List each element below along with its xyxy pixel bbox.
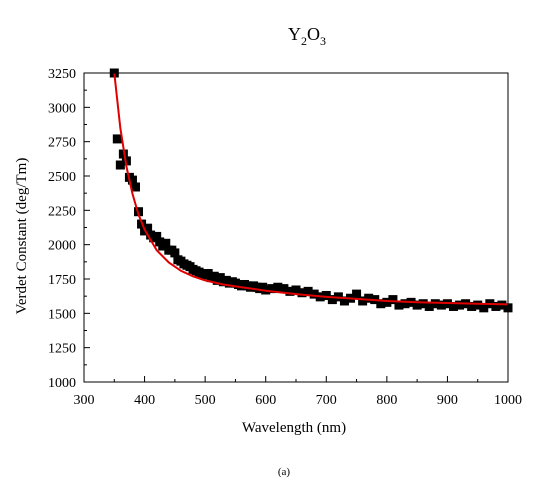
x-tick-label: 500 <box>195 393 216 408</box>
data-point <box>267 284 277 294</box>
x-tick-label: 700 <box>316 393 337 408</box>
data-point <box>321 290 331 300</box>
figure-caption: (a) <box>278 466 291 478</box>
data-point <box>118 149 128 159</box>
x-tick-label: 300 <box>74 393 95 408</box>
x-tick-label: 800 <box>376 393 397 408</box>
y-tick-label: 2250 <box>48 204 76 219</box>
y-axis-label: Verdet Constant (deg/Tm) <box>14 158 30 315</box>
data-point <box>297 288 307 298</box>
data-point <box>388 295 398 305</box>
data-point <box>152 231 162 241</box>
data-point <box>352 289 362 299</box>
y-tick-label: 1500 <box>48 307 76 322</box>
y-tick-label: 3000 <box>48 101 76 116</box>
fit-curve <box>113 72 509 306</box>
x-tick-label: 600 <box>255 393 276 408</box>
y-axis: 1000 1250 1500 1750 2000 2250 2500 2750 3000 3250 <box>48 67 90 391</box>
y-tick-label: 2000 <box>48 239 76 254</box>
data-point <box>424 301 434 311</box>
data-point <box>130 182 140 192</box>
data-point <box>285 286 295 296</box>
data-point <box>467 301 477 311</box>
data-point <box>327 295 337 305</box>
data-point <box>273 282 283 292</box>
data-point <box>161 238 171 248</box>
data-point <box>382 297 392 307</box>
data-point <box>436 300 446 310</box>
y-tick-label: 1000 <box>48 376 76 391</box>
data-points <box>109 68 513 313</box>
data-point <box>170 248 180 258</box>
x-axis: 300 400 500 600 700 800 900 1000 <box>74 376 522 408</box>
data-point <box>303 286 313 296</box>
data-point <box>339 296 349 306</box>
data-point <box>364 293 374 303</box>
data-point <box>448 301 458 311</box>
y-tick-label: 2750 <box>48 136 76 151</box>
x-tick-label: 900 <box>437 393 458 408</box>
data-point <box>112 134 122 144</box>
data-point <box>376 299 386 309</box>
chart-title: Y2O3 <box>288 24 326 48</box>
data-point <box>394 300 404 310</box>
data-point <box>418 299 428 309</box>
data-point <box>309 289 319 299</box>
data-point <box>358 296 368 306</box>
data-point <box>455 300 465 310</box>
data-point <box>491 301 501 311</box>
x-axis-label: Wavelength (nm) <box>242 420 346 436</box>
data-point <box>400 299 410 309</box>
y-tick-label: 3250 <box>48 67 76 82</box>
data-point <box>479 303 489 313</box>
x-tick-label: 400 <box>134 393 155 408</box>
data-point <box>115 160 125 170</box>
x-tick-label: 1000 <box>494 393 522 408</box>
data-point <box>279 284 289 294</box>
y-tick-label: 1250 <box>48 342 76 357</box>
data-point <box>291 285 301 295</box>
data-point <box>143 223 153 233</box>
data-point <box>473 300 483 310</box>
data-point <box>127 175 137 185</box>
y-tick-label: 2500 <box>48 170 76 185</box>
y-tick-label: 1750 <box>48 273 76 288</box>
data-point <box>412 300 422 310</box>
